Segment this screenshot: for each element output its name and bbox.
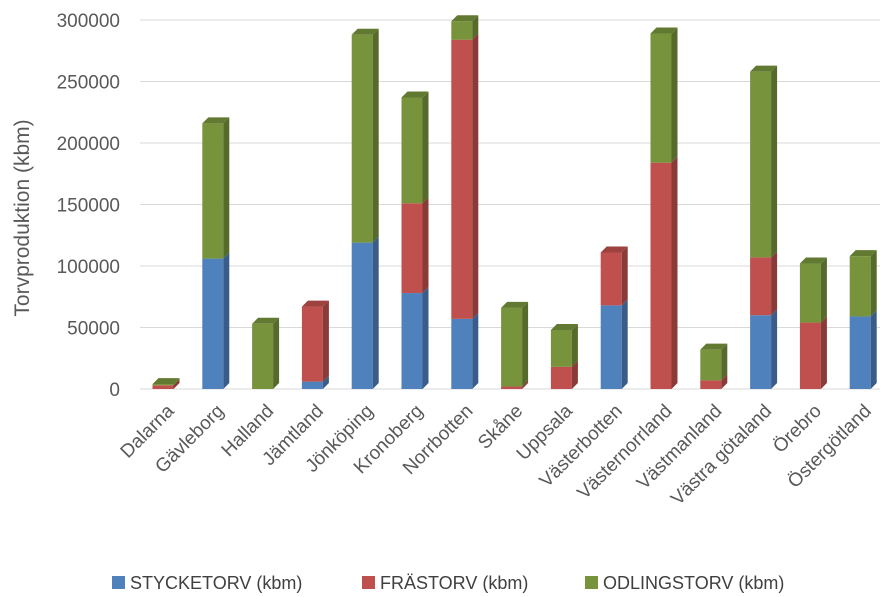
- bar-segment: [750, 251, 778, 316]
- bar-segment: [401, 91, 429, 204]
- bar-segment: [799, 316, 827, 389]
- legend-label: ODLINGSTORV (kbm): [603, 573, 784, 593]
- bar-segment: [600, 246, 628, 306]
- bar-segment: [799, 257, 827, 323]
- y-tick-label: 300000: [57, 11, 120, 32]
- bar-segment: [401, 197, 429, 294]
- bar-segment: [849, 310, 877, 389]
- legend-swatch: [112, 576, 125, 589]
- y-tick-label: 100000: [57, 257, 120, 278]
- legend-item: ODLINGSTORV (kbm): [585, 573, 784, 593]
- bars: [152, 15, 877, 389]
- bar-segment: [550, 323, 578, 367]
- bar-segment: [501, 301, 529, 387]
- bar-segment: [351, 236, 379, 389]
- y-tick-label: 250000: [57, 73, 120, 94]
- bar-segment: [750, 309, 778, 389]
- bar-segment: [401, 287, 429, 389]
- legend-swatch: [585, 576, 598, 589]
- bar-segment: [351, 28, 379, 243]
- x-axis-ticks: DalarnaGävleborgHallandJämtlandJönköping…: [117, 400, 876, 509]
- bar-segment: [501, 380, 529, 389]
- y-axis-ticks: 0 50000 100000 150000 200000 250000 300000: [57, 11, 120, 401]
- bar-segment: [451, 312, 479, 389]
- bar-segment: [252, 317, 280, 389]
- y-tick-label: 50000: [67, 319, 120, 340]
- bar-segment: [700, 343, 728, 381]
- bar-segment: [650, 156, 678, 389]
- legend-label: STYCKETORV (kbm): [130, 573, 302, 593]
- bar-segment: [650, 27, 678, 163]
- legend-item: FRÄSTORV (kbm): [362, 573, 528, 593]
- bar-segment: [700, 374, 728, 389]
- bar-segment: [152, 379, 180, 389]
- bar-segment: [301, 375, 329, 389]
- legend-label: FRÄSTORV (kbm): [380, 573, 528, 593]
- bar-segment: [849, 250, 877, 317]
- bar-segment: [750, 65, 778, 258]
- y-tick-label: 0: [109, 380, 120, 401]
- bar-segment: [202, 252, 230, 389]
- bar-segment: [451, 33, 479, 319]
- bar-segment: [301, 300, 329, 382]
- bar-segment: [202, 117, 230, 259]
- bar-segment: [600, 299, 628, 389]
- y-tick-label: 200000: [57, 134, 120, 155]
- bar-segment: [550, 360, 578, 389]
- legend-swatch: [362, 576, 375, 589]
- bar-segment: [152, 378, 180, 386]
- legend-item: STYCKETORV (kbm): [112, 573, 302, 593]
- y-tick-label: 150000: [57, 196, 120, 217]
- bar-segment: [451, 15, 479, 40]
- legend: STYCKETORV (kbm) FRÄSTORV (kbm) ODLINGSTOR…: [112, 573, 784, 593]
- y-axis-label: Torvproduktion (kbm): [11, 119, 34, 316]
